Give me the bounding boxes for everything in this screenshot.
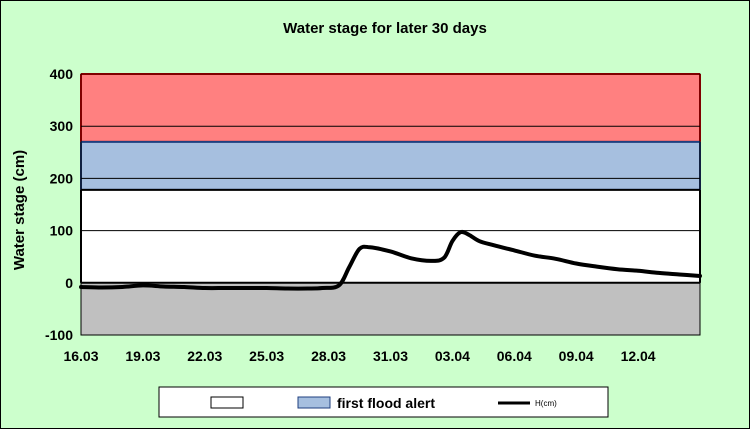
y-tick-label: 0 — [65, 275, 73, 291]
x-tick-labels: 16.03 19.03 22.03 25.03 28.03 31.03 03.04 06.04… — [63, 348, 655, 364]
x-tick-label: 28.03 — [311, 348, 346, 364]
grid-layer — [81, 125, 700, 284]
legend-swatch-flood-alert — [297, 396, 331, 409]
x-tick-label: 09.04 — [559, 348, 594, 364]
band-1 — [81, 141, 700, 190]
plot-border — [80, 73, 701, 336]
legend-swatch-empty — [210, 396, 244, 409]
chart-title: Water stage for later 30 days — [283, 20, 487, 37]
y-tick-label: 300 — [50, 118, 74, 134]
bands-layer — [80, 73, 701, 335]
y-axis-label: Water stage (cm) — [11, 150, 28, 270]
x-tick-label: 03.04 — [435, 348, 470, 364]
y-tick-label: 400 — [50, 66, 74, 82]
x-tick-label: 06.04 — [497, 348, 532, 364]
band-0 — [81, 74, 700, 142]
series-line-0 — [79, 229, 702, 291]
y-tick-label: 200 — [50, 170, 74, 186]
x-tick-label: 25.03 — [249, 348, 284, 364]
x-tick-label: 19.03 — [125, 348, 160, 364]
x-tick-label: 22.03 — [187, 348, 222, 364]
y-tick-label: 100 — [50, 223, 74, 239]
legend-label-series: H(cm) — [535, 399, 557, 408]
x-tick-label: 12.04 — [621, 348, 656, 364]
legend-label-flood-alert: first flood alert — [337, 395, 435, 411]
x-tick-label: 16.03 — [63, 348, 98, 364]
legend: first flood alert H(cm) — [158, 386, 609, 418]
series-layer — [79, 229, 702, 291]
x-tick-label: 31.03 — [373, 348, 408, 364]
y-tick-labels: -100 0 100 200 300 400 — [45, 66, 73, 343]
y-tick-label: -100 — [45, 327, 73, 343]
